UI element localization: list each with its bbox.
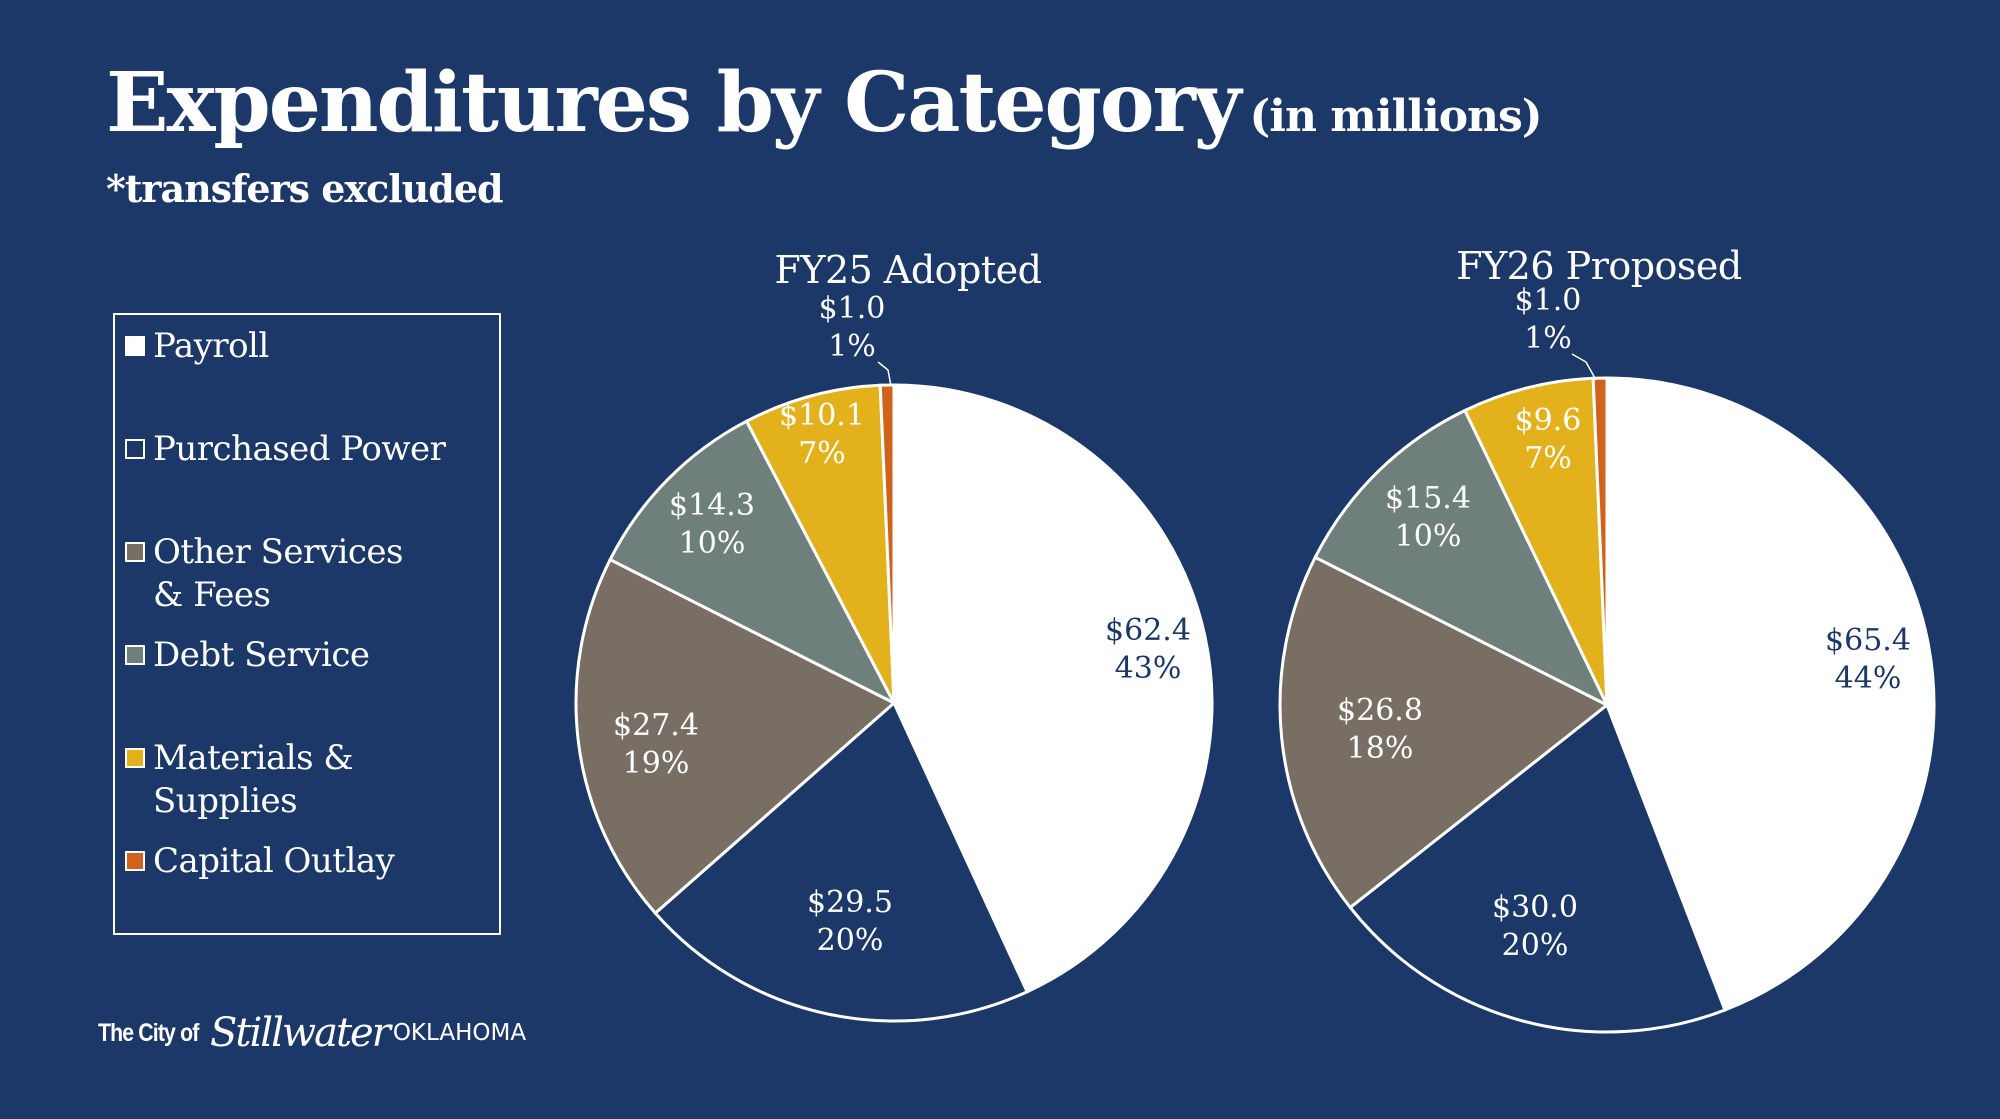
data-label-value: $29.5 bbox=[807, 885, 893, 920]
legend-item-purchased-power: Purchased Power bbox=[125, 428, 498, 471]
legend-item-other-services: Other Services & Fees bbox=[125, 531, 443, 617]
leader-line-capital-outlay bbox=[877, 361, 892, 387]
data-label-value: $10.1 bbox=[779, 398, 865, 433]
data-label-value: $62.4 bbox=[1105, 613, 1191, 648]
pie-slice-purchased-power bbox=[1348, 702, 1727, 1034]
data-label-debt-service: $15.4 10% bbox=[1385, 481, 1471, 554]
data-label-payroll: $65.4 44% bbox=[1825, 623, 1911, 696]
legend-label: Capital Outlay bbox=[153, 841, 395, 881]
legend-item-debt-service: Debt Service bbox=[125, 634, 498, 677]
pie-chart-fy25: $62.4 43%$29.5 20%$27.4 19%$14.3 10%$10.1 7%$… bbox=[574, 291, 1214, 1023]
data-label-capital-outlay: $1.0 1% bbox=[819, 291, 886, 364]
logo-suffix: OKLAHOMA bbox=[392, 1020, 527, 1046]
data-label-value: $27.4 bbox=[613, 708, 699, 743]
data-label-value: $15.4 bbox=[1385, 481, 1471, 516]
slide-title-units: (in millions) bbox=[1249, 91, 1542, 142]
legend-swatch-payroll bbox=[125, 336, 145, 356]
slide-note: *transfers excluded bbox=[106, 166, 504, 211]
pie-chart-fy26: $65.4 44% $30.0 20% $26.8 18% $15.4 10% $9.6 7% $1… bbox=[1278, 283, 1936, 1034]
data-label-value: $26.8 bbox=[1337, 693, 1423, 728]
pie-slice-other-services bbox=[574, 557, 897, 916]
legend-label: Purchased Power bbox=[153, 429, 446, 469]
data-label-purchased-power: $30.0 20% bbox=[1492, 890, 1578, 963]
data-label-value: $1.0 bbox=[1515, 283, 1582, 318]
data-label-percent: 7% bbox=[798, 436, 846, 471]
pie-slice-purchased-power bbox=[653, 700, 1030, 1023]
pie-slice-other-services bbox=[1278, 555, 1610, 910]
pie-slice-capital-outlay bbox=[1591, 376, 1609, 706]
pie-slice-materials-supplies bbox=[1462, 376, 1609, 706]
data-label-percent: 43% bbox=[1115, 651, 1182, 686]
pie-slice-debt-service bbox=[608, 419, 898, 707]
chart-title-fy26: FY26 Proposed bbox=[1456, 244, 1742, 288]
legend-item-materials-supplies: Materials & Supplies bbox=[125, 737, 498, 823]
data-label-payroll: $62.4 43% bbox=[1105, 613, 1191, 686]
legend-swatch-purchased-power bbox=[125, 439, 145, 459]
pie-slice-payroll bbox=[1605, 376, 1936, 1012]
legend-item-capital-outlay: Capital Outlay bbox=[125, 840, 498, 883]
data-label-percent: 7% bbox=[1524, 441, 1572, 476]
data-label-percent: 1% bbox=[828, 329, 876, 364]
city-logo: The City of Stillwater OKLAHOMA bbox=[98, 1010, 526, 1056]
legend-swatch-capital-outlay bbox=[125, 851, 145, 871]
data-label-capital-outlay: $1.0 1% bbox=[1515, 283, 1582, 356]
data-label-value: $1.0 bbox=[819, 291, 886, 326]
legend-swatch-materials-supplies bbox=[125, 748, 145, 768]
data-label-percent: 10% bbox=[679, 526, 746, 561]
pie-slice-capital-outlay bbox=[878, 383, 896, 704]
data-label-other-services: $26.8 18% bbox=[1337, 693, 1423, 766]
data-label-purchased-power: $29.5 20% bbox=[807, 885, 893, 958]
chart-legend: Payroll Purchased Power Other Services &… bbox=[113, 313, 501, 935]
pie-slice-payroll bbox=[892, 383, 1214, 994]
data-label-percent: 20% bbox=[817, 923, 884, 958]
pie-slice-debt-service bbox=[1313, 408, 1611, 709]
legend-swatch-debt-service bbox=[125, 645, 145, 665]
slide-title-main: Expenditures by Category bbox=[106, 55, 1241, 151]
slide-title: Expenditures by Category (in millions) bbox=[106, 62, 1543, 144]
legend-label: Debt Service bbox=[153, 635, 370, 675]
data-label-value: $9.6 bbox=[1515, 403, 1582, 438]
logo-prefix: The City of bbox=[98, 1018, 199, 1047]
legend-label: Materials & Supplies bbox=[153, 738, 354, 821]
legend-item-payroll: Payroll bbox=[125, 325, 498, 368]
data-label-other-services: $27.4 19% bbox=[613, 708, 699, 781]
legend-swatch-other-services bbox=[125, 542, 145, 562]
data-label-percent: 10% bbox=[1395, 519, 1462, 554]
legend-label: Payroll bbox=[153, 326, 269, 366]
data-label-value: $65.4 bbox=[1825, 623, 1911, 658]
legend-label: Other Services & Fees bbox=[153, 532, 403, 615]
data-label-materials-supplies: $10.1 7% bbox=[779, 398, 865, 471]
data-label-debt-service: $14.3 10% bbox=[669, 488, 755, 561]
data-label-percent: 19% bbox=[623, 746, 690, 781]
data-label-percent: 44% bbox=[1835, 661, 1902, 696]
data-label-materials-supplies: $9.6 7% bbox=[1515, 403, 1582, 476]
logo-script-name: Stillwater bbox=[210, 1010, 391, 1056]
data-label-percent: 20% bbox=[1502, 928, 1569, 963]
pie-slice-materials-supplies bbox=[744, 383, 896, 704]
leader-line-capital-outlay bbox=[1571, 353, 1597, 381]
data-label-value: $14.3 bbox=[669, 488, 755, 523]
chart-title-fy25: FY25 Adopted bbox=[774, 248, 1042, 292]
data-label-value: $30.0 bbox=[1492, 890, 1578, 925]
data-label-percent: 18% bbox=[1347, 731, 1414, 766]
data-label-percent: 1% bbox=[1524, 321, 1572, 356]
